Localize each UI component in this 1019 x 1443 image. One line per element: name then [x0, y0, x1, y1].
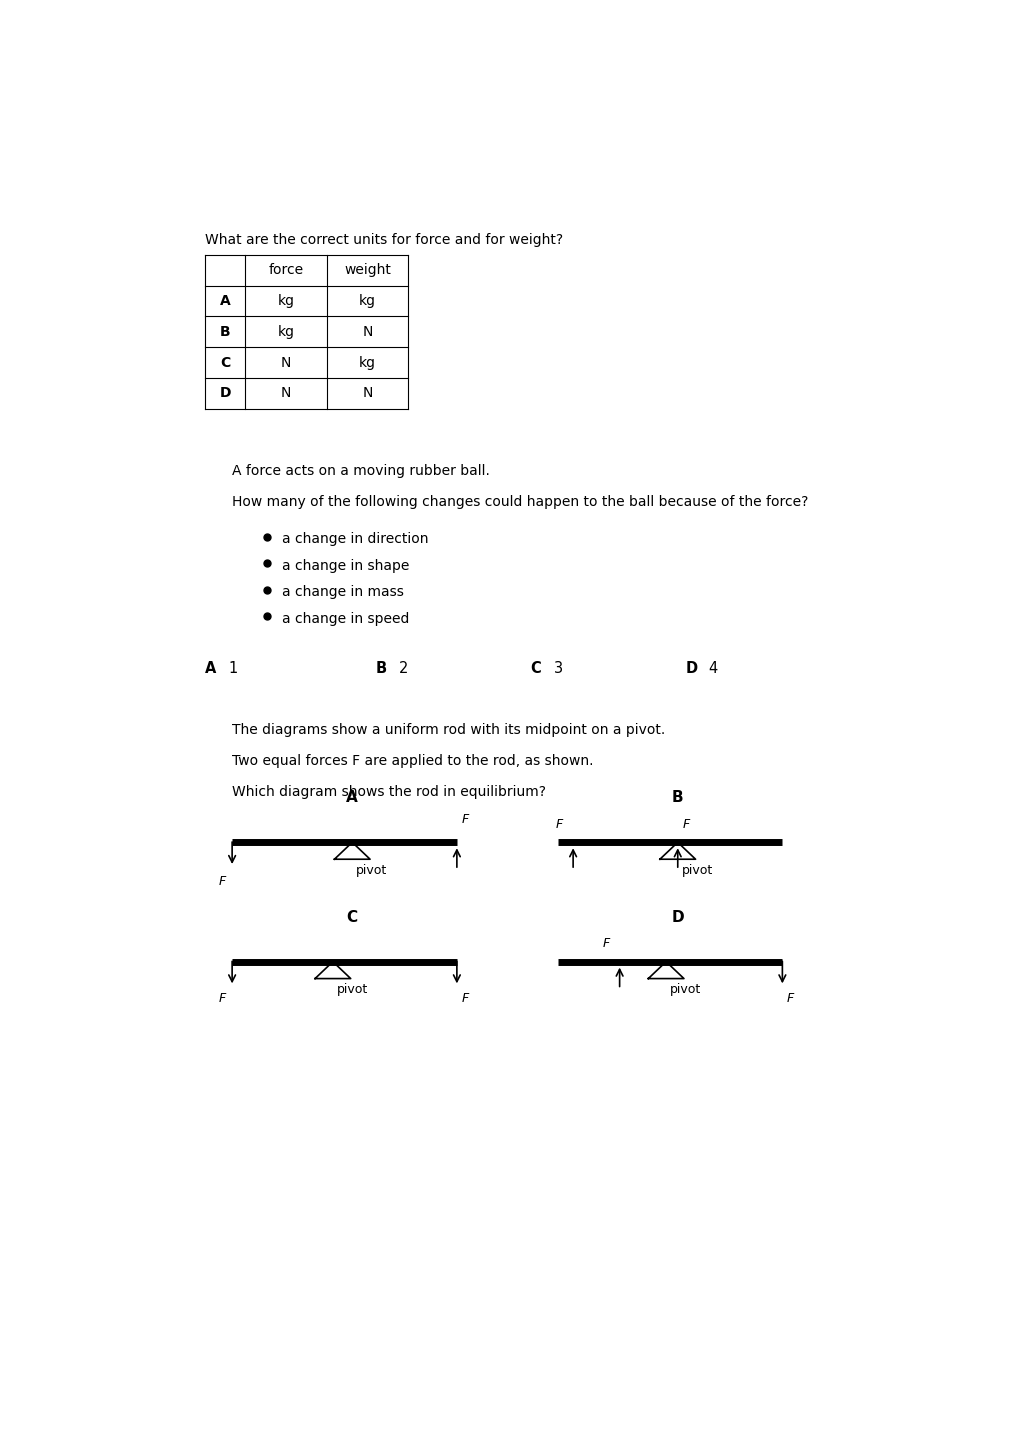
Text: a change in shape: a change in shape [282, 558, 410, 573]
Text: A: A [346, 791, 358, 805]
Text: C: C [346, 909, 358, 925]
Text: weight: weight [343, 263, 390, 277]
Text: a change in direction: a change in direction [282, 532, 429, 545]
Text: B: B [375, 661, 386, 677]
Text: 3: 3 [553, 661, 562, 677]
Text: pivot: pivot [669, 983, 701, 996]
Text: N: N [280, 387, 290, 400]
Text: kg: kg [277, 294, 294, 307]
Text: F: F [602, 937, 609, 949]
Text: a change in mass: a change in mass [282, 584, 404, 599]
Text: A force acts on a moving rubber ball.: A force acts on a moving rubber ball. [232, 465, 489, 478]
Text: 4: 4 [708, 661, 717, 677]
Text: pivot: pivot [336, 983, 368, 996]
Text: a change in speed: a change in speed [282, 612, 410, 626]
Text: A: A [205, 661, 216, 677]
Text: kg: kg [277, 325, 294, 339]
Text: pivot: pivot [681, 864, 712, 877]
Text: 1: 1 [228, 661, 237, 677]
Text: F: F [555, 818, 562, 831]
Text: F: F [461, 993, 469, 1006]
Text: F: F [787, 993, 794, 1006]
Text: D: D [219, 387, 230, 400]
Text: C: C [530, 661, 541, 677]
Text: D: D [671, 909, 684, 925]
Text: The diagrams show a uniform rod with its midpoint on a pivot.: The diagrams show a uniform rod with its… [232, 723, 664, 737]
Text: F: F [218, 874, 225, 887]
Text: N: N [280, 355, 290, 369]
Text: N: N [362, 325, 372, 339]
Text: Which diagram shows the rod in equilibrium?: Which diagram shows the rod in equilibri… [232, 785, 545, 798]
Text: F: F [218, 993, 225, 1006]
Text: kg: kg [359, 355, 375, 369]
Text: How many of the following changes could happen to the ball because of the force?: How many of the following changes could … [232, 495, 808, 509]
Text: Two equal forces F are applied to the rod, as shown.: Two equal forces F are applied to the ro… [232, 753, 593, 768]
Text: force: force [268, 263, 304, 277]
Text: kg: kg [359, 294, 375, 307]
Text: D: D [685, 661, 697, 677]
Text: C: C [220, 355, 230, 369]
Text: 2: 2 [398, 661, 408, 677]
Text: F: F [461, 812, 469, 825]
Text: B: B [220, 325, 230, 339]
Text: What are the correct units for force and for weight?: What are the correct units for force and… [205, 234, 562, 247]
Text: B: B [672, 791, 683, 805]
Text: N: N [362, 387, 372, 400]
Text: F: F [682, 818, 689, 831]
Text: pivot: pivot [356, 864, 387, 877]
Text: A: A [219, 294, 230, 307]
